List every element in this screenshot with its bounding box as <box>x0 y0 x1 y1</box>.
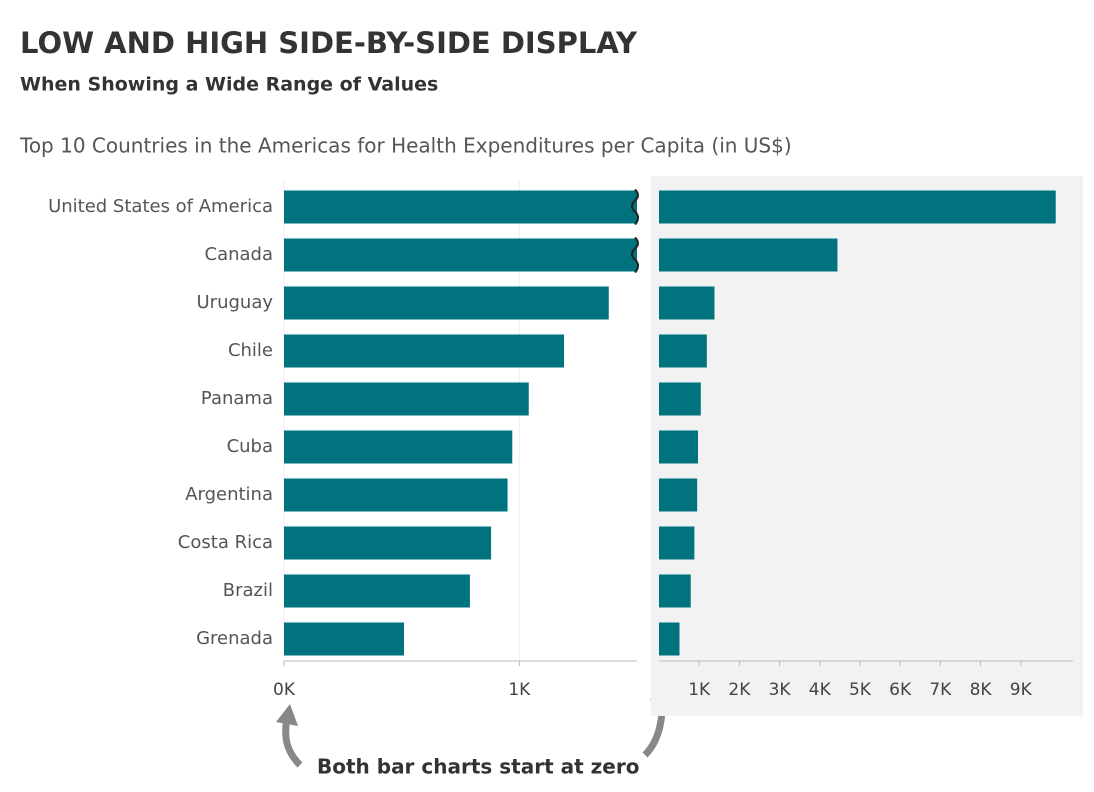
bar <box>284 574 470 608</box>
title: LOW AND HIGH SIDE-BY-SIDE DISPLAY <box>20 26 638 60</box>
bar <box>284 286 609 320</box>
bar <box>284 382 529 416</box>
bar <box>659 382 701 416</box>
x-tick-label: 1K <box>508 680 531 700</box>
break-mark <box>631 188 639 226</box>
x-tick-label: 2K <box>728 680 751 700</box>
x-tick-label: 0K <box>273 680 296 700</box>
bar <box>284 478 508 512</box>
bar <box>284 334 565 368</box>
x-tick-label: 1K <box>688 680 711 700</box>
category-label: Chile <box>228 340 273 361</box>
bar <box>659 430 698 464</box>
break-mark <box>631 236 639 274</box>
bar <box>284 526 492 560</box>
bar <box>659 190 1056 224</box>
x-tick-label: 5K <box>849 680 872 700</box>
category-label: Argentina <box>185 484 273 505</box>
category-label: Panama <box>201 388 273 409</box>
subtitle: When Showing a Wide Range of Values <box>20 74 438 96</box>
category-label: Uruguay <box>197 292 274 313</box>
bar <box>659 478 698 512</box>
annotation: Both bar charts start at zero <box>317 755 639 779</box>
bar <box>659 526 695 560</box>
bar <box>659 622 680 656</box>
category-label: United States of America <box>48 196 273 217</box>
category-label: Cuba <box>227 436 273 457</box>
category-label: Brazil <box>223 580 273 601</box>
category-label: Canada <box>205 244 274 265</box>
bar <box>659 286 715 320</box>
bar <box>284 622 405 656</box>
chart-title: Top 10 Countries in the Americas for Hea… <box>19 134 792 158</box>
bar <box>659 334 707 368</box>
bar <box>284 238 637 272</box>
bar <box>659 574 691 608</box>
bar <box>284 190 637 224</box>
x-tick-label: 3K <box>769 680 792 700</box>
category-label: Grenada <box>196 628 273 649</box>
bar <box>284 430 513 464</box>
x-tick-label: 4K <box>809 680 832 700</box>
x-tick-label: 9K <box>1010 680 1033 700</box>
x-tick-label: 8K <box>970 680 993 700</box>
category-label: Costa Rica <box>178 532 273 553</box>
arrowhead <box>276 704 298 726</box>
bar <box>659 238 838 272</box>
x-tick-label: 6K <box>889 680 912 700</box>
x-tick-label: 7K <box>929 680 952 700</box>
